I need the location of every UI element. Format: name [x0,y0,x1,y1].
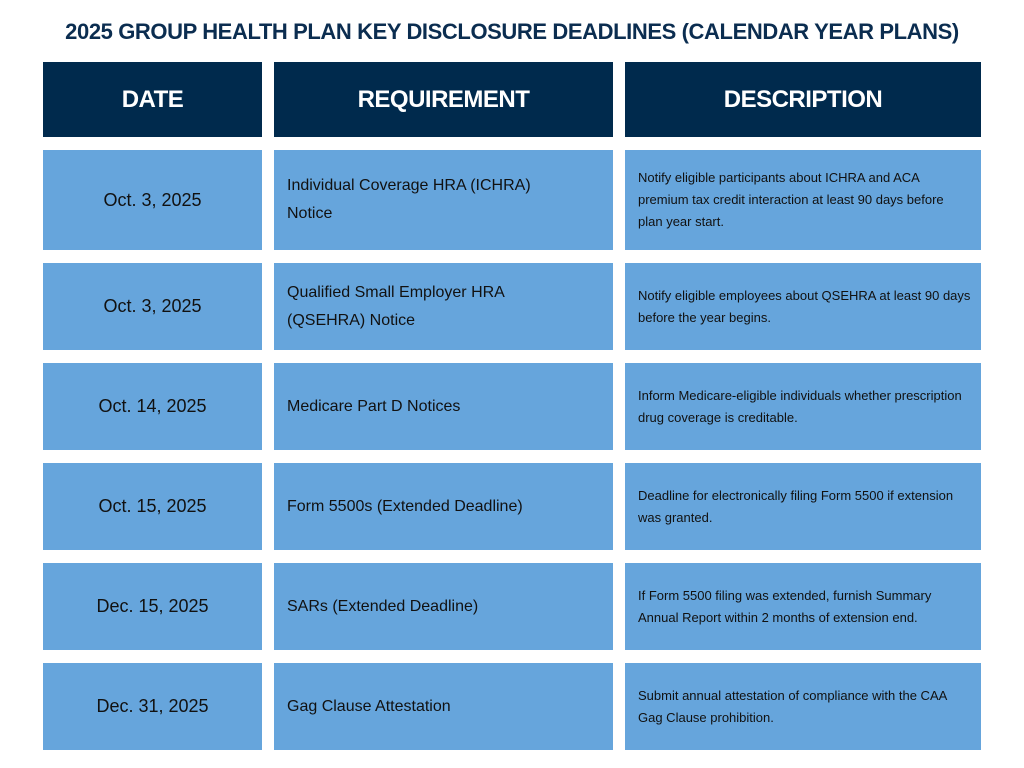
description-text: Inform Medicare-eligible individuals whe… [638,387,962,425]
table-cell-date: Oct. 14, 2025 [43,363,262,450]
date-text: Oct. 14, 2025 [98,396,207,416]
requirement-text: Qualified Small Employer HRA (QSEHRA) No… [287,283,504,329]
table-cell-date: Oct. 3, 2025 [43,263,262,350]
table-cell-description: Deadline for electronically filing Form … [625,463,981,550]
requirement-text: Form 5500s (Extended Deadline) [287,497,523,515]
date-text: Dec. 15, 2025 [96,596,209,616]
table-cell-date: Oct. 15, 2025 [43,463,262,550]
column-header-description: DESCRIPTION [625,62,981,137]
requirement-text: Individual Coverage HRA (ICHRA) Notice [287,177,531,222]
table-cell-date: Oct. 3, 2025 [43,150,262,250]
requirement-text: Medicare Part D Notices [287,397,461,415]
table-cell-description: Inform Medicare-eligible individuals whe… [625,363,981,450]
table-cell-requirement: Form 5500s (Extended Deadline) [274,463,613,550]
table-cell-description: Submit annual attestation of compliance … [625,663,981,750]
table-cell-requirement: Individual Coverage HRA (ICHRA) Notice [274,150,613,250]
table-cell-date: Dec. 31, 2025 [43,663,262,750]
date-text: Oct. 3, 2025 [103,189,202,210]
page-title: 2025 GROUP HEALTH PLAN KEY DISCLOSURE DE… [65,19,959,44]
column-header-date: DATE [43,62,262,137]
table-cell-requirement: Qualified Small Employer HRA (QSEHRA) No… [274,263,613,350]
date-text: Dec. 31, 2025 [96,696,209,716]
description-text: Deadline for electronically filing Form … [638,487,954,525]
description-text: Notify eligible employees about QSEHRA a… [638,287,971,325]
column-header-requirement: REQUIREMENT [274,62,613,137]
description-text: Notify eligible participants about ICHRA… [638,170,944,229]
table-cell-date: Dec. 15, 2025 [43,563,262,650]
requirement-text: SARs (Extended Deadline) [287,597,479,615]
date-text: Oct. 3, 2025 [103,296,202,316]
table-cell-requirement: Medicare Part D Notices [274,363,613,450]
table-cell-requirement: Gag Clause Attestation [274,663,613,750]
table-cell-description: Notify eligible employees about QSEHRA a… [625,263,981,350]
date-text: Oct. 15, 2025 [98,496,207,516]
description-text: Submit annual attestation of compliance … [638,687,947,725]
table-cell-requirement: SARs (Extended Deadline) [274,563,613,650]
table-cell-description: Notify eligible participants about ICHRA… [625,150,981,250]
table-cell-description: If Form 5500 filing was extended, furnis… [625,563,981,650]
requirement-text: Gag Clause Attestation [287,697,451,715]
description-text: If Form 5500 filing was extended, furnis… [638,587,932,625]
